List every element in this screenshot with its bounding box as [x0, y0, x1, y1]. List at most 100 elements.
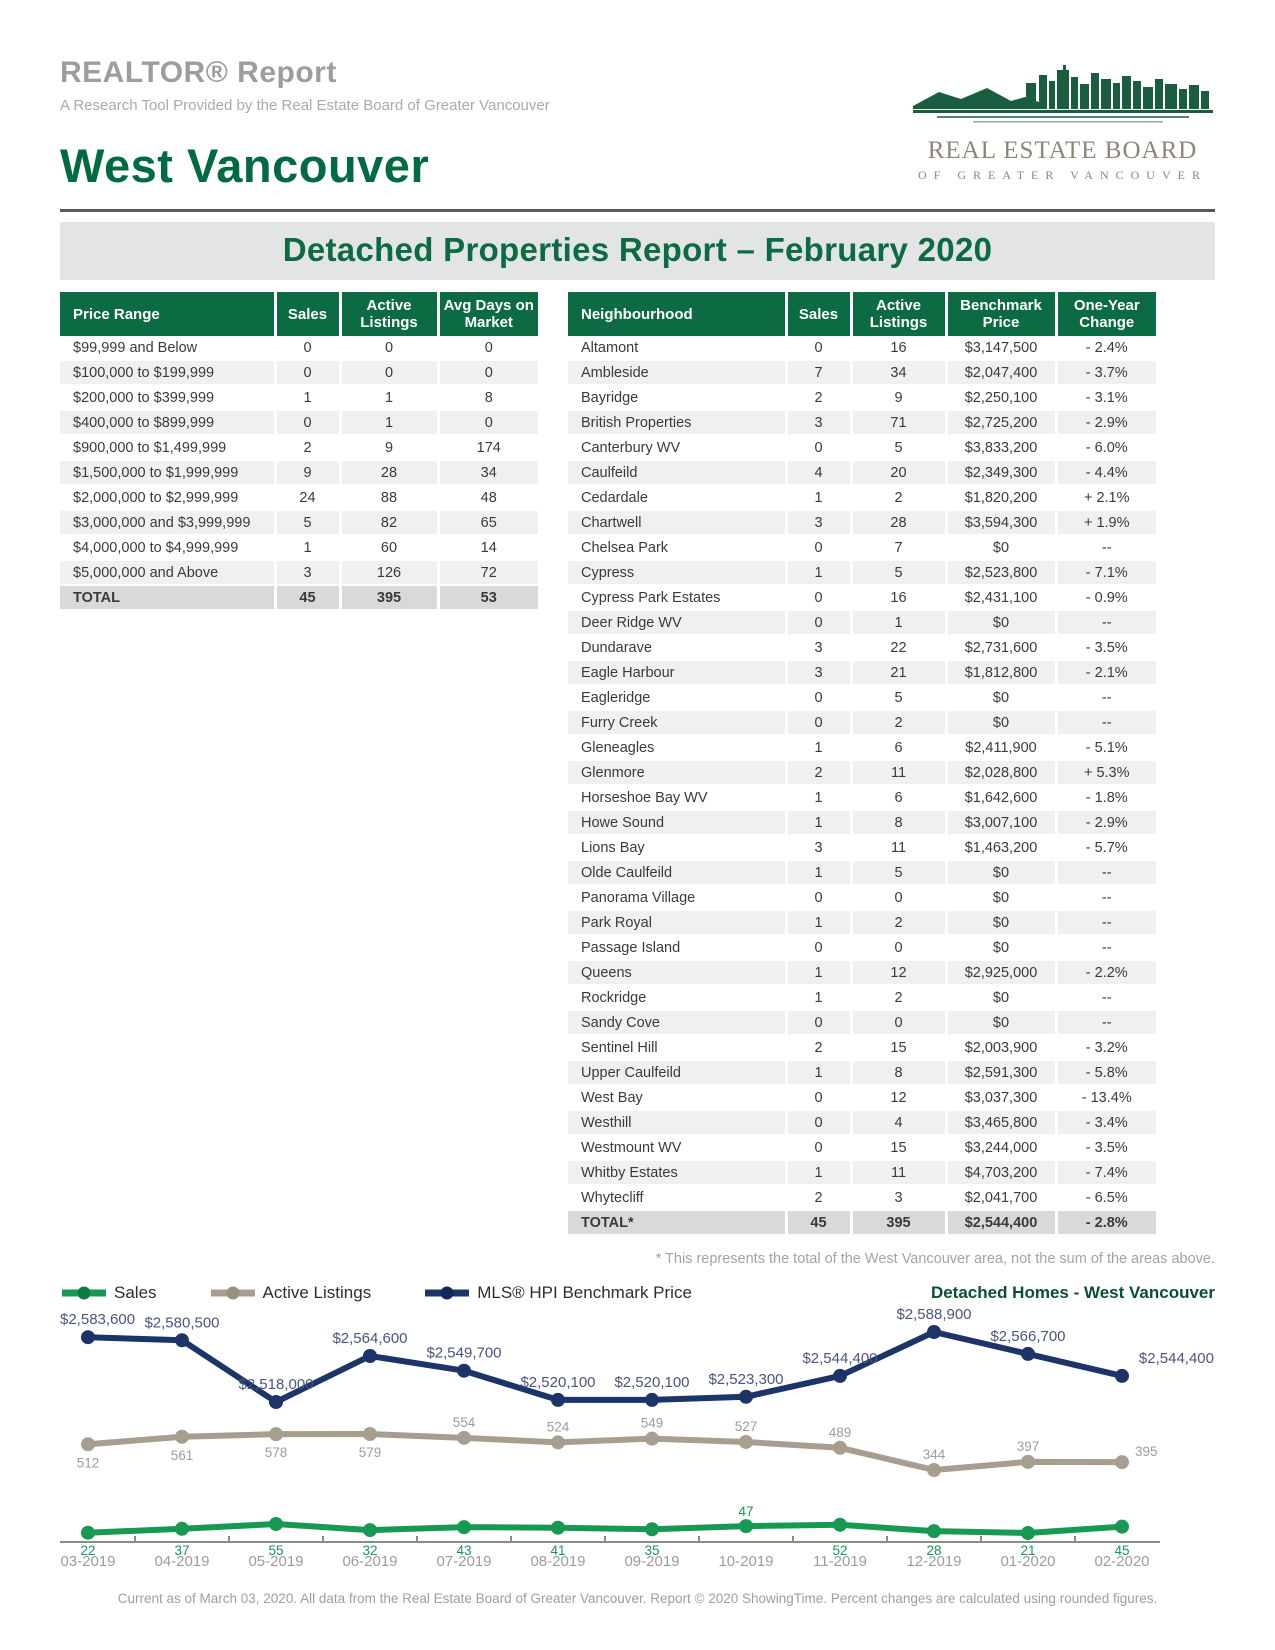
table-cell: -- — [1054, 885, 1156, 911]
table-row: Lions Bay 3 11 $1,463,200- 5.7% — [568, 835, 1156, 861]
table-row: Canterbury WV 0 5 $3,833,200- 6.0% — [568, 435, 1156, 461]
table-row: $100,000 to $199,999 0 0 0 — [60, 360, 538, 386]
table-cell: 3 — [784, 510, 851, 536]
table-row: $900,000 to $1,499,999 2 9 174 — [60, 435, 538, 461]
table-cell: 0 — [338, 360, 438, 386]
table-cell: Altamont — [568, 336, 786, 361]
rebgv-logo: REAL ESTATE BOARD OF GREATER VANCOUVER — [910, 62, 1215, 183]
table-cell: 0 — [784, 610, 851, 636]
svg-text:$2,544,400: $2,544,400 — [1139, 1350, 1214, 1367]
table-cell: 1 — [784, 1060, 851, 1086]
table-row: Cypress 1 5 $2,523,800- 7.1% — [568, 560, 1156, 586]
table-cell: 11 — [849, 835, 946, 861]
table-cell: 3 — [784, 410, 851, 436]
legend-item-benchmark-price: MLS® HPI Benchmark Price — [423, 1283, 692, 1303]
table-cell: $4,000,000 to $4,999,999 — [60, 535, 275, 561]
table-cell: $1,642,600 — [944, 785, 1056, 811]
table-cell: $4,703,200 — [944, 1160, 1056, 1186]
table-cell: Horseshoe Bay WV — [568, 785, 786, 811]
table-cell: - 3.5% — [1054, 635, 1156, 661]
svg-text:03-2019: 03-2019 — [60, 1553, 115, 1570]
table-cell: - 0.9% — [1054, 585, 1156, 611]
legend-label: MLS® HPI Benchmark Price — [477, 1283, 692, 1302]
table-cell: $0 — [944, 1010, 1056, 1036]
table-cell: 2 — [849, 710, 946, 736]
table-cell: - 3.1% — [1054, 385, 1156, 411]
svg-text:395: 395 — [1135, 1444, 1158, 1459]
table-cell: - 2.2% — [1054, 960, 1156, 986]
table-cell: Chelsea Park — [568, 535, 786, 561]
table-cell: 3 — [849, 1185, 946, 1211]
table-cell: 1 — [784, 785, 851, 811]
table-cell: 5 — [849, 860, 946, 886]
svg-text:41: 41 — [550, 1543, 565, 1558]
table-cell: $2,000,000 to $2,999,999 — [60, 485, 275, 511]
table-cell: 0 — [784, 685, 851, 711]
table-cell: Olde Caulfeild — [568, 860, 786, 886]
table-cell: 72 — [436, 560, 538, 586]
table-cell: British Properties — [568, 410, 786, 436]
table-cell: - 2.8% — [1054, 1210, 1156, 1236]
column-header: One-Year Change — [1054, 292, 1156, 336]
table-cell: $2,028,800 — [944, 760, 1056, 786]
table-cell: 1 — [784, 960, 851, 986]
table-cell: 6 — [849, 735, 946, 761]
table-cell: 1 — [784, 1160, 851, 1186]
svg-text:489: 489 — [829, 1425, 852, 1440]
table-cell: 8 — [436, 385, 538, 411]
table-cell: 5 — [849, 435, 946, 461]
table-cell: - 1.8% — [1054, 785, 1156, 811]
table-cell: 53 — [436, 585, 538, 611]
series-2: $2,583,600 $2,580,500 $2,518,000 $2,564,600… — [60, 1307, 1214, 1409]
table-cell: 4 — [784, 460, 851, 486]
table-cell: -- — [1054, 710, 1156, 736]
svg-text:524: 524 — [547, 1419, 570, 1434]
table-cell: $2,047,400 — [944, 360, 1056, 386]
table-cell: 5 — [849, 560, 946, 586]
table-row: Glenmore 2 11 $2,028,800 + 5.3% — [568, 760, 1156, 786]
legend-item-active-listings: Active Listings — [209, 1283, 372, 1303]
area-title: West Vancouver — [60, 139, 430, 192]
table-cell: -- — [1054, 535, 1156, 561]
table-cell: $2,250,100 — [944, 385, 1056, 411]
table-cell: -- — [1054, 860, 1156, 886]
table-row: $2,000,000 to $2,999,999 24 88 48 — [60, 485, 538, 511]
table-cell: Queens — [568, 960, 786, 986]
table-cell: - 5.8% — [1054, 1060, 1156, 1086]
table-cell: $900,000 to $1,499,999 — [60, 435, 275, 461]
table-row: Howe Sound 1 8 $3,007,100- 2.9% — [568, 810, 1156, 836]
table-cell: Rockridge — [568, 985, 786, 1011]
table-cell: 395 — [338, 585, 438, 611]
table-cell: -- — [1054, 1010, 1156, 1036]
table-cell: 0 — [849, 935, 946, 961]
table-cell: 1 — [273, 535, 340, 561]
table-cell: 0 — [436, 360, 538, 386]
total-row: TOTAL 45 395 53 — [60, 585, 538, 611]
table-cell: $3,594,300 — [944, 510, 1056, 536]
table-cell: $0 — [944, 710, 1056, 736]
svg-text:35: 35 — [644, 1543, 659, 1558]
logo-wordmark: REAL ESTATE BOARD — [927, 137, 1198, 164]
header-divider — [60, 209, 1215, 212]
svg-text:578: 578 — [265, 1445, 288, 1460]
svg-text:11-2019: 11-2019 — [813, 1553, 867, 1570]
table-cell: 45 — [273, 585, 340, 611]
table-cell: 8 — [849, 1060, 946, 1086]
table-row: $400,000 to $899,999 0 1 0 — [60, 410, 538, 436]
table-row: Bayridge 2 9 $2,250,100- 3.1% — [568, 385, 1156, 411]
table-cell: 0 — [273, 336, 340, 361]
table-cell: $3,833,200 — [944, 435, 1056, 461]
svg-text:$2,523,300: $2,523,300 — [708, 1371, 783, 1388]
svg-text:09-2019: 09-2019 — [624, 1553, 679, 1570]
table-cell: 3 — [784, 835, 851, 861]
svg-text:21: 21 — [1020, 1543, 1035, 1558]
table-cell: 0 — [784, 1110, 851, 1136]
table-cell: 0 — [784, 1085, 851, 1111]
svg-text:06-2019: 06-2019 — [342, 1553, 397, 1570]
table-cell: 34 — [436, 460, 538, 486]
svg-text:$2,583,600: $2,583,600 — [60, 1311, 135, 1328]
legend-label: Active Listings — [262, 1283, 372, 1302]
table-cell: - 3.2% — [1054, 1035, 1156, 1061]
table-cell: 2 — [784, 1035, 851, 1061]
masthead-text: REALTOR® Report A Research Tool Provided… — [60, 56, 550, 193]
